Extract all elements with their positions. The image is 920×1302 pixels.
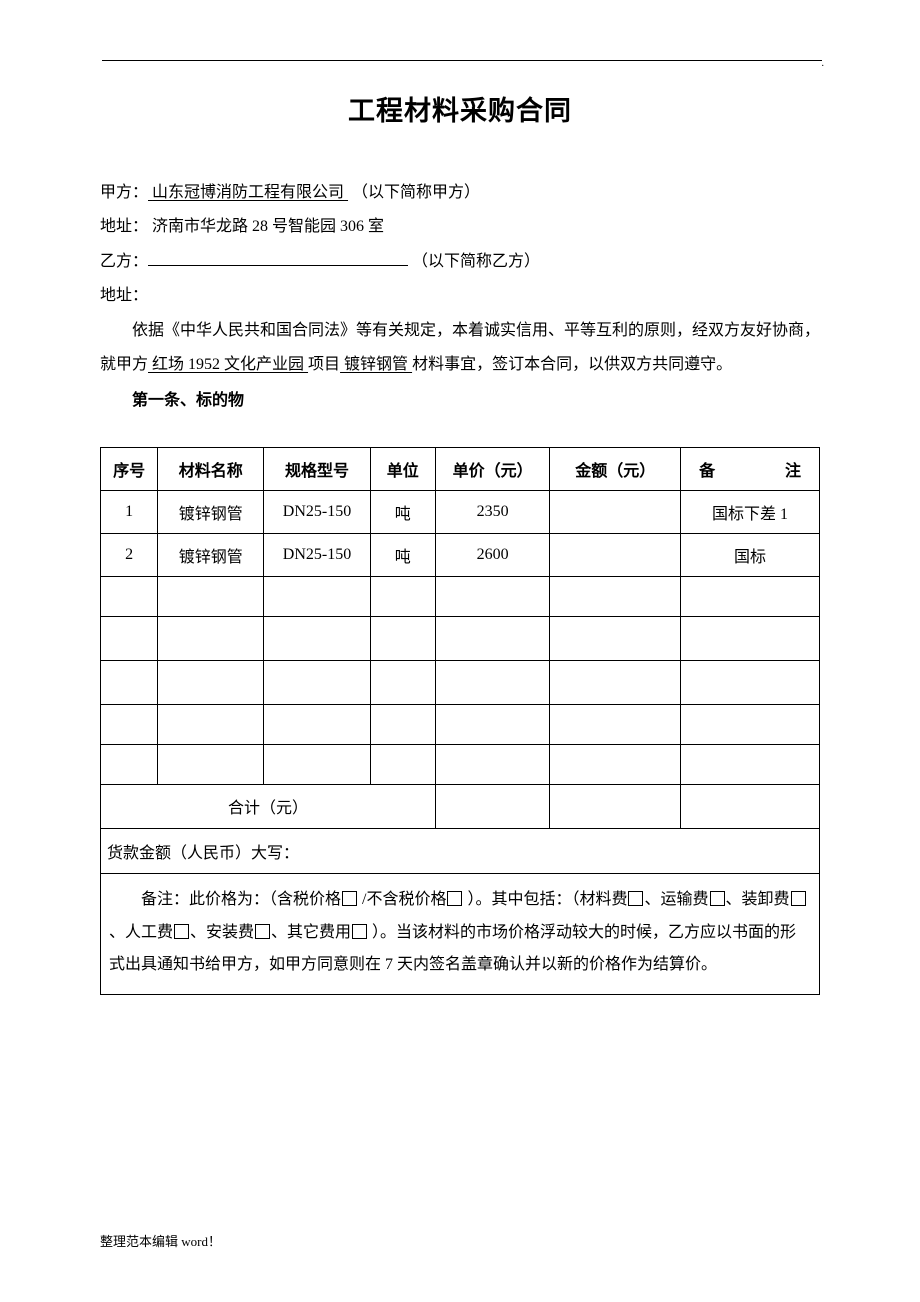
cell-spec: DN25-150 xyxy=(264,490,370,533)
cell-name: 镀锌钢管 xyxy=(158,490,264,533)
section-1-heading: 第一条、标的物 xyxy=(100,384,820,418)
party-b-suffix: （以下简称乙方） xyxy=(412,253,540,270)
table-header-row: 序号 材料名称 规格型号 单位 单价（元） 金额（元） 备注 xyxy=(101,447,820,490)
addr-b-line: 地址： xyxy=(100,279,820,313)
checkbox-icon xyxy=(174,924,189,939)
cell-note: 国标 xyxy=(681,533,820,576)
party-a-name: 山东冠博消防工程有限公司 xyxy=(148,184,348,201)
price-notes: 备注：此价格为：（含税价格 /不含税价格 ）。其中包括：（材料费、运输费、装卸费… xyxy=(101,873,820,994)
th-amount: 金额（元） xyxy=(550,447,681,490)
table-row: 1 镀锌钢管 DN25-150 吨 2350 国标下差 1 xyxy=(101,490,820,533)
checkbox-icon xyxy=(447,891,462,906)
table-row: 2 镀锌钢管 DN25-150 吨 2600 国标 xyxy=(101,533,820,576)
materials-table: 序号 材料名称 规格型号 单位 单价（元） 金额（元） 备注 1 镀锌钢管 DN… xyxy=(100,447,820,995)
amount-words-row: 货款金额（人民币）大写： xyxy=(101,828,820,873)
table-row xyxy=(101,744,820,784)
cell-amount xyxy=(550,490,681,533)
cell-unit: 吨 xyxy=(370,490,435,533)
cell-note: 国标下差 1 xyxy=(681,490,820,533)
cell-amount xyxy=(550,533,681,576)
checkbox-icon xyxy=(352,924,367,939)
party-b-blank xyxy=(148,248,408,266)
total-label: 合计（元） xyxy=(101,784,436,828)
cell-price: 2350 xyxy=(435,490,549,533)
party-a-label: 甲方： xyxy=(100,184,148,201)
project-field: 红场 1952 文化产业园 xyxy=(148,356,308,373)
cell-name: 镀锌钢管 xyxy=(158,533,264,576)
total-note xyxy=(681,784,820,828)
cell-price: 2600 xyxy=(435,533,549,576)
th-unit: 单位 xyxy=(370,447,435,490)
th-price: 单价（元） xyxy=(435,447,549,490)
checkbox-icon xyxy=(255,924,270,939)
addr-a-value: 济南市华龙路 28 号智能园 306 室 xyxy=(148,218,384,235)
cell-unit: 吨 xyxy=(370,533,435,576)
party-b-label: 乙方： xyxy=(100,253,148,270)
th-spec: 规格型号 xyxy=(264,447,370,490)
table-body: 1 镀锌钢管 DN25-150 吨 2350 国标下差 1 2 镀锌钢管 DN2… xyxy=(101,490,820,994)
material-field: 镀锌钢管 xyxy=(340,356,412,373)
cell-seq: 1 xyxy=(101,490,158,533)
th-seq: 序号 xyxy=(101,447,158,490)
table-row xyxy=(101,576,820,616)
corner-dot: . xyxy=(822,58,825,69)
total-price xyxy=(435,784,549,828)
header-rule xyxy=(102,60,822,61)
party-b-line: 乙方： （以下简称乙方） xyxy=(100,245,820,279)
checkbox-icon xyxy=(628,891,643,906)
amount-words: 货款金额（人民币）大写： xyxy=(101,828,820,873)
table-row xyxy=(101,616,820,660)
document-title: 工程材料采购合同 xyxy=(100,89,820,128)
cell-spec: DN25-150 xyxy=(264,533,370,576)
addr-b-label: 地址： xyxy=(100,287,148,304)
intro-paragraph: 依据《中华人民共和国合同法》等有关规定，本着诚实信用、平等互利的原则，经双方友好… xyxy=(100,314,820,383)
party-a-suffix: （以下简称甲方） xyxy=(352,184,480,201)
th-name: 材料名称 xyxy=(158,447,264,490)
total-amount xyxy=(550,784,681,828)
total-row: 合计（元） xyxy=(101,784,820,828)
addr-a-label: 地址： xyxy=(100,218,148,235)
checkbox-icon xyxy=(342,891,357,906)
party-a-line: 甲方： 山东冠博消防工程有限公司 （以下简称甲方） xyxy=(100,176,820,210)
addr-a-line: 地址： 济南市华龙路 28 号智能园 306 室 xyxy=(100,210,820,244)
parties-block: 甲方： 山东冠博消防工程有限公司 （以下简称甲方） 地址： 济南市华龙路 28 … xyxy=(100,176,820,419)
checkbox-icon xyxy=(791,891,806,906)
notes-row: 备注：此价格为：（含税价格 /不含税价格 ）。其中包括：（材料费、运输费、装卸费… xyxy=(101,873,820,994)
checkbox-icon xyxy=(710,891,725,906)
table-row xyxy=(101,704,820,744)
page-footer: 整理范本编辑 word！ xyxy=(100,1231,221,1250)
cell-seq: 2 xyxy=(101,533,158,576)
th-note: 备注 xyxy=(681,447,820,490)
table-row xyxy=(101,660,820,704)
